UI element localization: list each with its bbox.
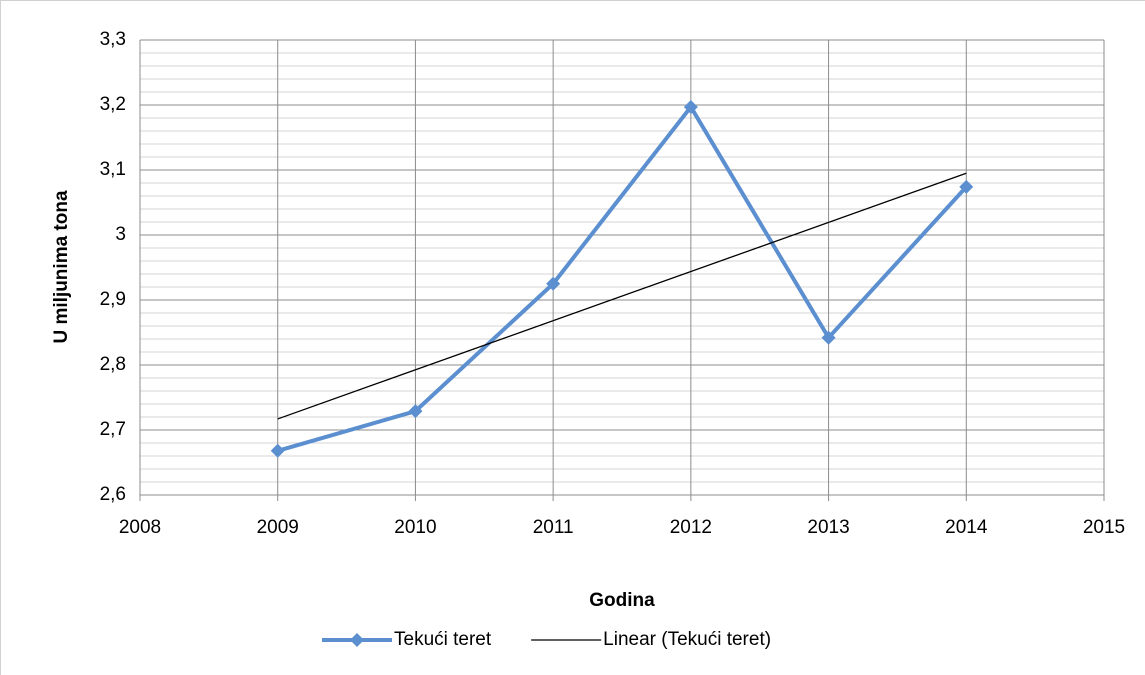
y-tick-label: 2,6 (100, 484, 126, 505)
y-tick-label: 2,7 (100, 419, 126, 440)
legend-marker (350, 633, 364, 647)
y-axis-label: U miljunima tona (51, 190, 72, 344)
x-axis-label: Godina (589, 590, 655, 611)
y-tick-label: 3,2 (100, 94, 126, 115)
x-tick-label: 2010 (394, 517, 436, 538)
y-tick-label: 3,1 (100, 159, 126, 180)
point-marker (546, 276, 561, 291)
point-marker (408, 404, 423, 419)
x-tick-label: 2011 (533, 517, 574, 538)
point-marker (270, 443, 285, 458)
series-line (277, 172, 967, 420)
series-line (277, 103, 968, 453)
y-tick-label: 3,3 (100, 29, 126, 50)
x-tick-label: 2014 (945, 517, 988, 538)
x-tick-label: 2015 (1083, 517, 1125, 538)
point-marker (683, 99, 698, 114)
legend-label: Linear (Tekući teret) (603, 629, 771, 650)
x-tick-label: 2009 (257, 517, 299, 538)
x-tick-label: 2013 (807, 517, 849, 538)
y-tick-label: 3 (115, 224, 126, 245)
point-marker (821, 330, 836, 345)
y-tick-label: 2,8 (100, 354, 126, 375)
legend-label: Tekući teret (394, 629, 492, 650)
x-tick-label: 2008 (119, 517, 161, 538)
point-marker (959, 179, 974, 194)
x-tick-label: 2012 (670, 517, 712, 538)
y-tick-label: 2,9 (100, 289, 126, 310)
